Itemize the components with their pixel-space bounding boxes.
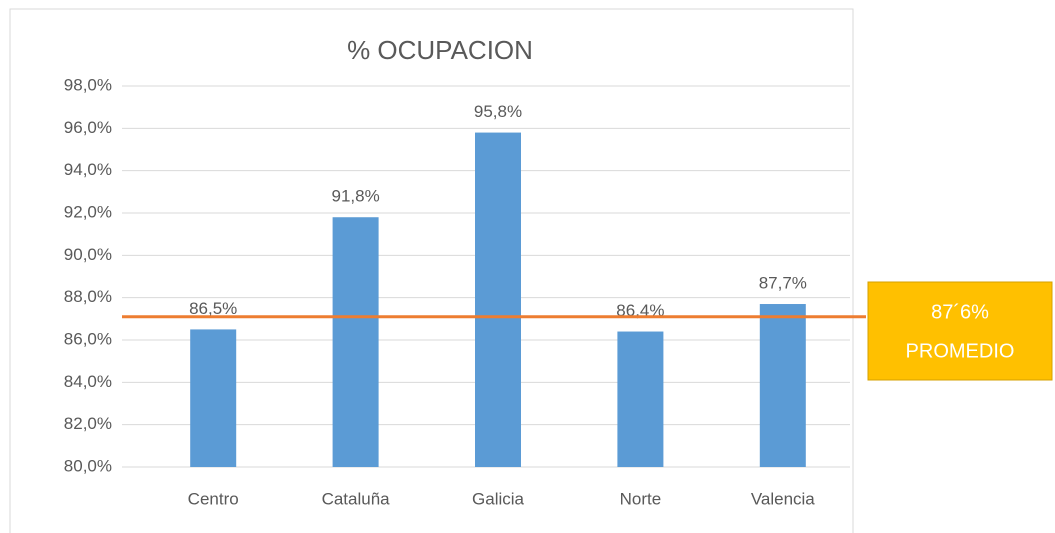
y-tick-label: 96,0% (64, 118, 112, 137)
y-tick-label: 84,0% (64, 372, 112, 391)
value-label: 91,8% (331, 187, 379, 206)
y-tick-label: 82,0% (64, 414, 112, 433)
annotation-box (867, 281, 1053, 381)
x-tick-label: Galicia (472, 489, 525, 508)
x-tick-label: Norte (620, 489, 662, 508)
y-tick-label: 86,0% (64, 329, 112, 348)
y-tick-label: 80,0% (64, 456, 112, 475)
bar (332, 217, 379, 467)
annotation-text: 87´6% (931, 301, 989, 323)
chart-frame (9, 8, 854, 533)
y-tick-label: 92,0% (64, 202, 112, 221)
x-tick-label: Cataluña (322, 489, 391, 508)
y-tick-label: 88,0% (64, 287, 112, 306)
x-tick-label: Valencia (751, 489, 815, 508)
chart-title: % OCUPACION (347, 35, 533, 65)
annotation-text: PROMEDIO (906, 340, 1015, 362)
bar (617, 331, 664, 467)
bar (475, 132, 521, 468)
y-tick-label: 94,0% (64, 160, 112, 179)
value-label: 87,7% (759, 274, 807, 293)
bar (759, 304, 806, 467)
bar (190, 329, 237, 467)
value-label: 86,5% (189, 299, 237, 318)
y-tick-label: 98,0% (64, 75, 112, 94)
value-label: 95,8% (474, 102, 522, 121)
y-tick-label: 90,0% (64, 245, 112, 264)
x-tick-label: Centro (188, 489, 239, 508)
